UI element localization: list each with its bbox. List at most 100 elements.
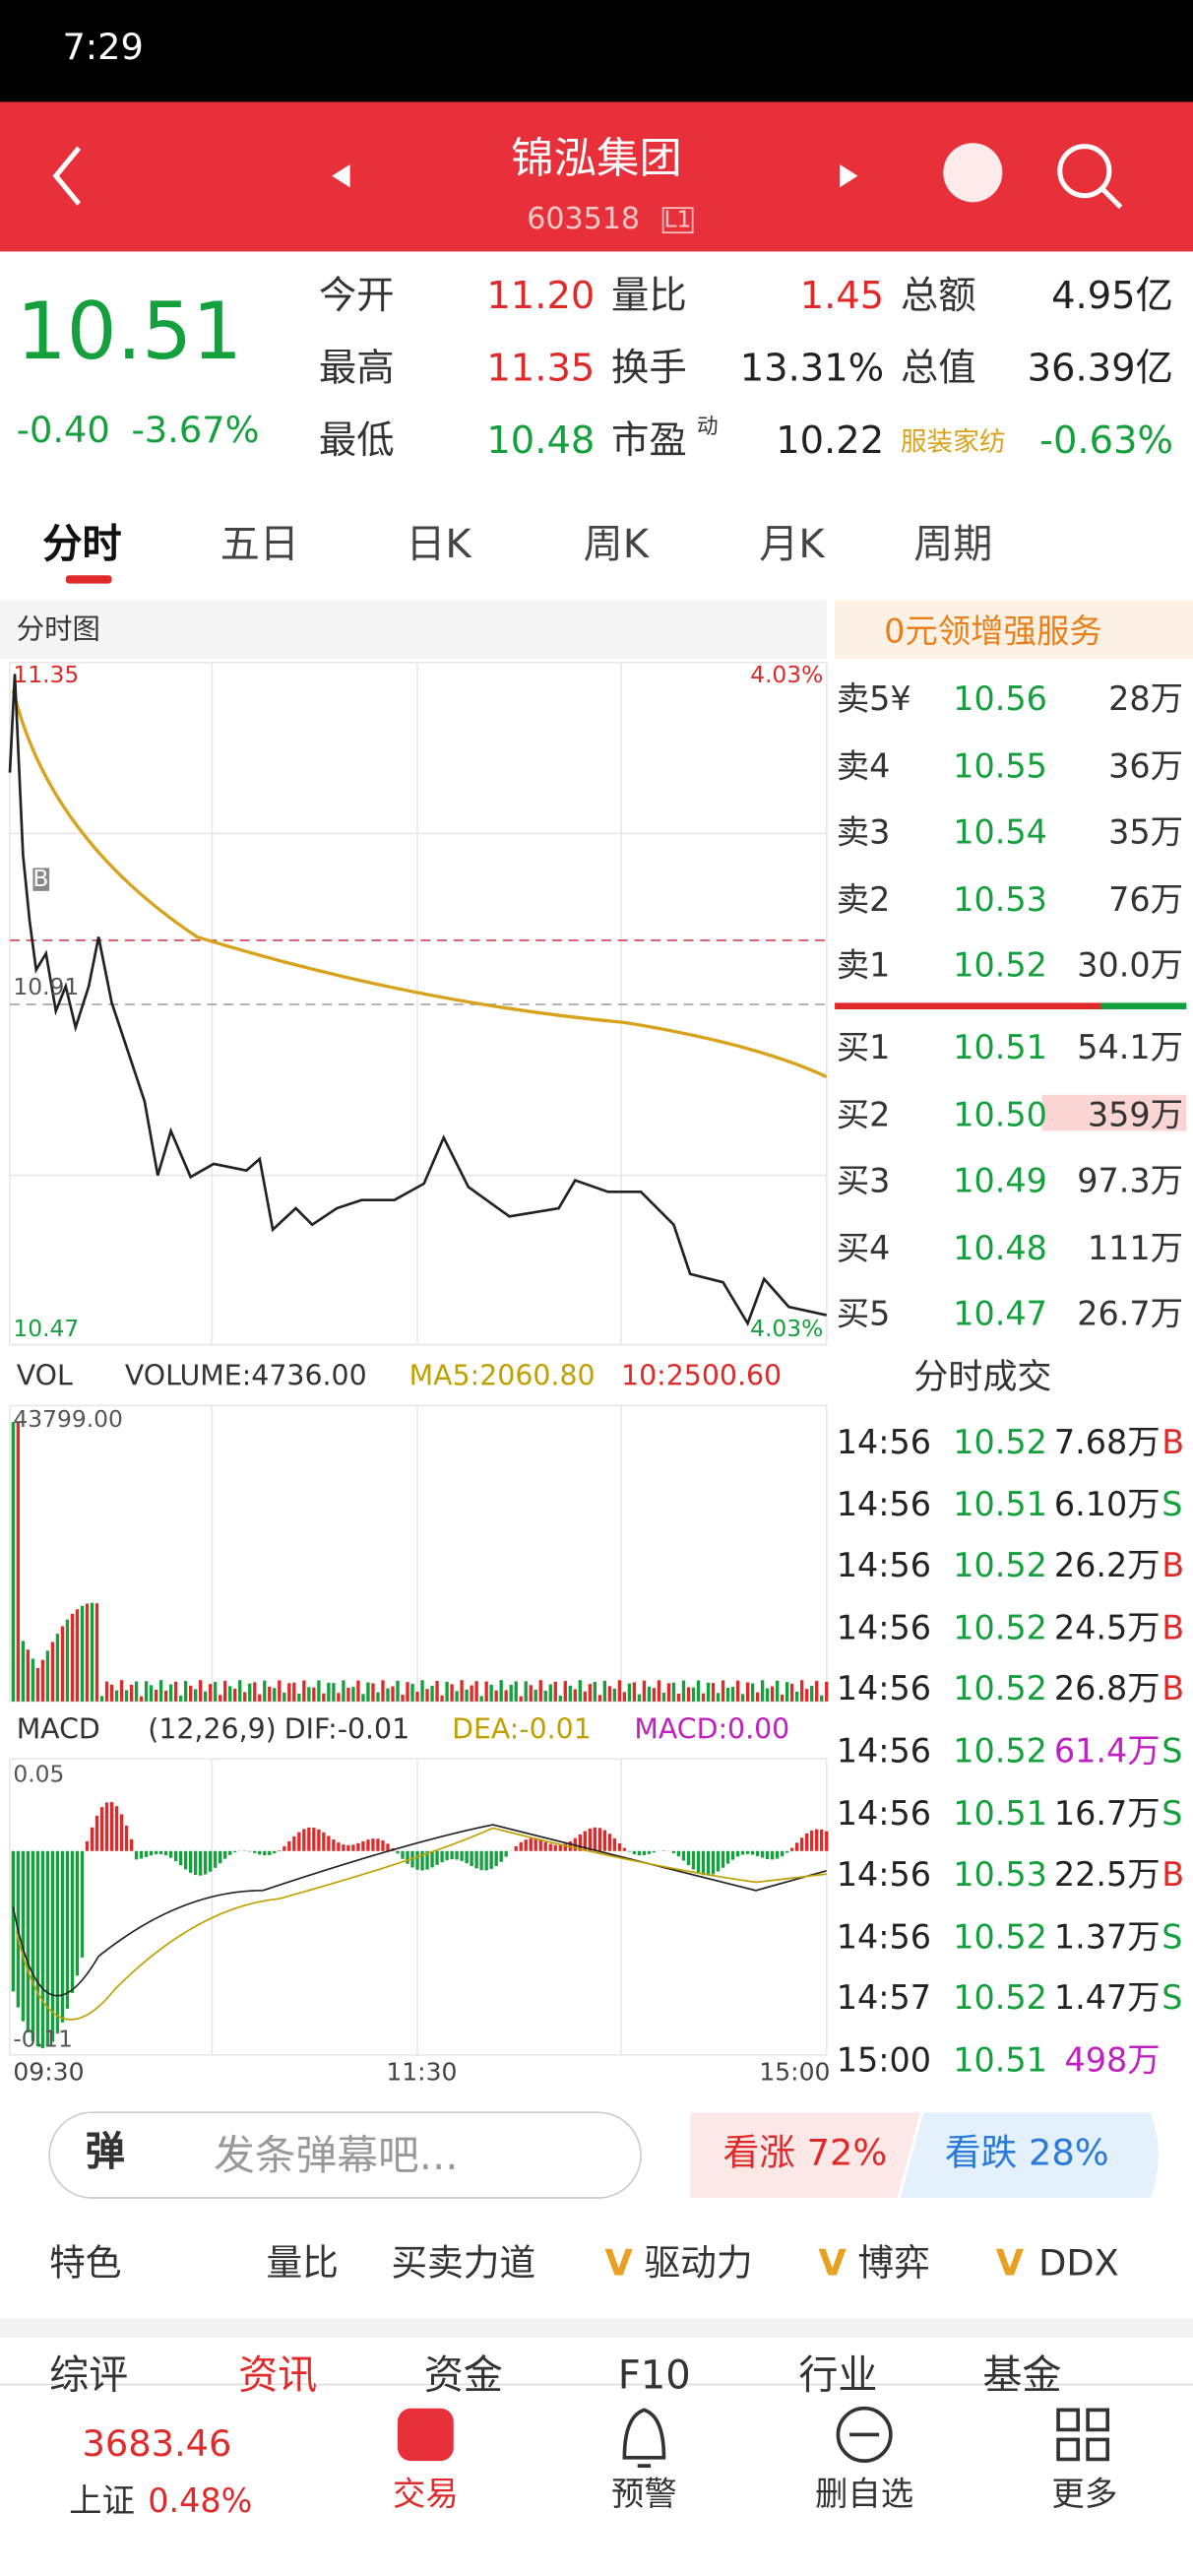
bar: [16, 1422, 21, 1702]
bar: [765, 1688, 770, 1702]
bar: [681, 1680, 686, 1702]
feature-tab[interactable]: 特色: [49, 2243, 122, 2286]
bar: [430, 1686, 434, 1702]
bar: [386, 1843, 390, 1851]
v-icon: V: [995, 2243, 1025, 2286]
book-volume: 111万: [1087, 1227, 1183, 1267]
volume-legend: MA5:2060.80: [408, 1360, 596, 1393]
bar: [292, 1682, 296, 1702]
period-tab[interactable]: 日K: [406, 521, 471, 567]
danmu-icon: 弹: [85, 2128, 125, 2175]
bar: [209, 1850, 213, 1872]
danmu-input[interactable]: [48, 2111, 642, 2199]
bar: [263, 1680, 267, 1702]
bar: [258, 1850, 262, 1855]
bar: [716, 1850, 721, 1872]
bar: [652, 1850, 657, 1853]
bar: [815, 1829, 819, 1851]
bar: [233, 1850, 237, 1852]
level-badge: L1: [661, 207, 694, 234]
bar: [657, 1680, 661, 1702]
info-tab[interactable]: 资金: [423, 2351, 503, 2399]
bar: [681, 1850, 686, 1861]
bar: [593, 1827, 596, 1851]
bar: [94, 1603, 99, 1702]
period-tab[interactable]: 五日: [220, 521, 299, 567]
book-label: 买1: [836, 1027, 891, 1067]
promo-text[interactable]: 0元领增强服务: [884, 612, 1102, 652]
bar: [721, 1680, 725, 1702]
stat-value: 10.48: [486, 419, 596, 463]
bar: [676, 1693, 681, 1702]
info-tab[interactable]: 基金: [982, 2351, 1062, 2399]
bar: [193, 1850, 198, 1876]
bar: [588, 1684, 592, 1702]
info-tab[interactable]: 资讯: [238, 2351, 318, 2399]
nav-item[interactable]: 交易: [392, 2474, 459, 2514]
bar: [637, 1850, 642, 1856]
bar: [109, 1802, 114, 1851]
feature-tab[interactable]: 买卖力道: [391, 2243, 536, 2286]
bar: [21, 1641, 26, 1702]
bar: [810, 1830, 814, 1851]
info-tab[interactable]: 行业: [798, 2351, 878, 2399]
bar: [750, 1850, 755, 1855]
bar: [785, 1682, 789, 1702]
volume-legend: 10:2500.60: [621, 1360, 783, 1393]
feature-tab[interactable]: 量比: [266, 2243, 339, 2286]
period-tab[interactable]: 分时: [42, 521, 122, 567]
period-tab[interactable]: 周K: [583, 521, 650, 567]
trade-price: 10.52: [953, 1669, 1047, 1709]
index-pct: 0.48%: [148, 2480, 253, 2521]
bar: [109, 1684, 114, 1702]
info-tab[interactable]: F10: [617, 2351, 691, 2399]
stat-label: 最低: [318, 419, 395, 463]
book-volume: 36万: [1108, 745, 1183, 786]
book-label: 卖3: [836, 812, 891, 853]
feature-tab[interactable]: 驱动力: [644, 2243, 753, 2286]
bar: [11, 1850, 16, 1992]
period-tab[interactable]: 月K: [759, 521, 825, 567]
bar: [760, 1680, 765, 1702]
bar: [75, 1850, 80, 1976]
bar: [386, 1688, 390, 1702]
macd-min: -0.11: [13, 2027, 73, 2054]
bar: [119, 1814, 124, 1851]
period-tab[interactable]: 周期: [913, 521, 993, 567]
bar: [415, 1691, 419, 1702]
trade-side: S: [1162, 1483, 1183, 1523]
bar: [489, 1850, 493, 1870]
bar: [55, 1850, 60, 2034]
bar: [558, 1844, 562, 1851]
book-label: 买5: [836, 1294, 891, 1334]
prev-close: 10.91: [13, 974, 80, 1001]
danmu-placeholder[interactable]: 发条弹幕吧...: [214, 2131, 459, 2179]
bar: [647, 1850, 652, 1854]
nav-item[interactable]: 预警: [611, 2474, 677, 2514]
feature-tab[interactable]: 博弈: [857, 2243, 930, 2286]
chart-type[interactable]: 分时图: [16, 613, 100, 647]
nav-item[interactable]: 删自选: [815, 2474, 914, 2514]
bar: [711, 1850, 716, 1875]
bull-btn[interactable]: [690, 2112, 920, 2199]
bull-label[interactable]: 看涨 72%: [722, 2133, 888, 2175]
bear-label[interactable]: 看跌 28%: [944, 2133, 1109, 2175]
feature-tab[interactable]: DDX: [1038, 2243, 1119, 2286]
bar: [283, 1693, 286, 1702]
bar: [154, 1850, 158, 1855]
bar: [94, 1815, 99, 1851]
trade-price: 10.51: [953, 2039, 1047, 2080]
bar: [484, 1850, 488, 1871]
bar: [750, 1683, 755, 1702]
bar: [178, 1850, 183, 1866]
bar: [780, 1850, 785, 1857]
nav-item[interactable]: 更多: [1051, 2474, 1118, 2514]
bar: [696, 1680, 701, 1702]
volume-legend: VOL: [16, 1360, 73, 1393]
bar: [337, 1842, 341, 1851]
index-name: 上证: [69, 2480, 135, 2521]
bear-btn[interactable]: [900, 2112, 1159, 2199]
macd-legend: MACD: [16, 1713, 100, 1747]
bar: [755, 1692, 760, 1702]
info-tab[interactable]: 综评: [49, 2351, 129, 2399]
